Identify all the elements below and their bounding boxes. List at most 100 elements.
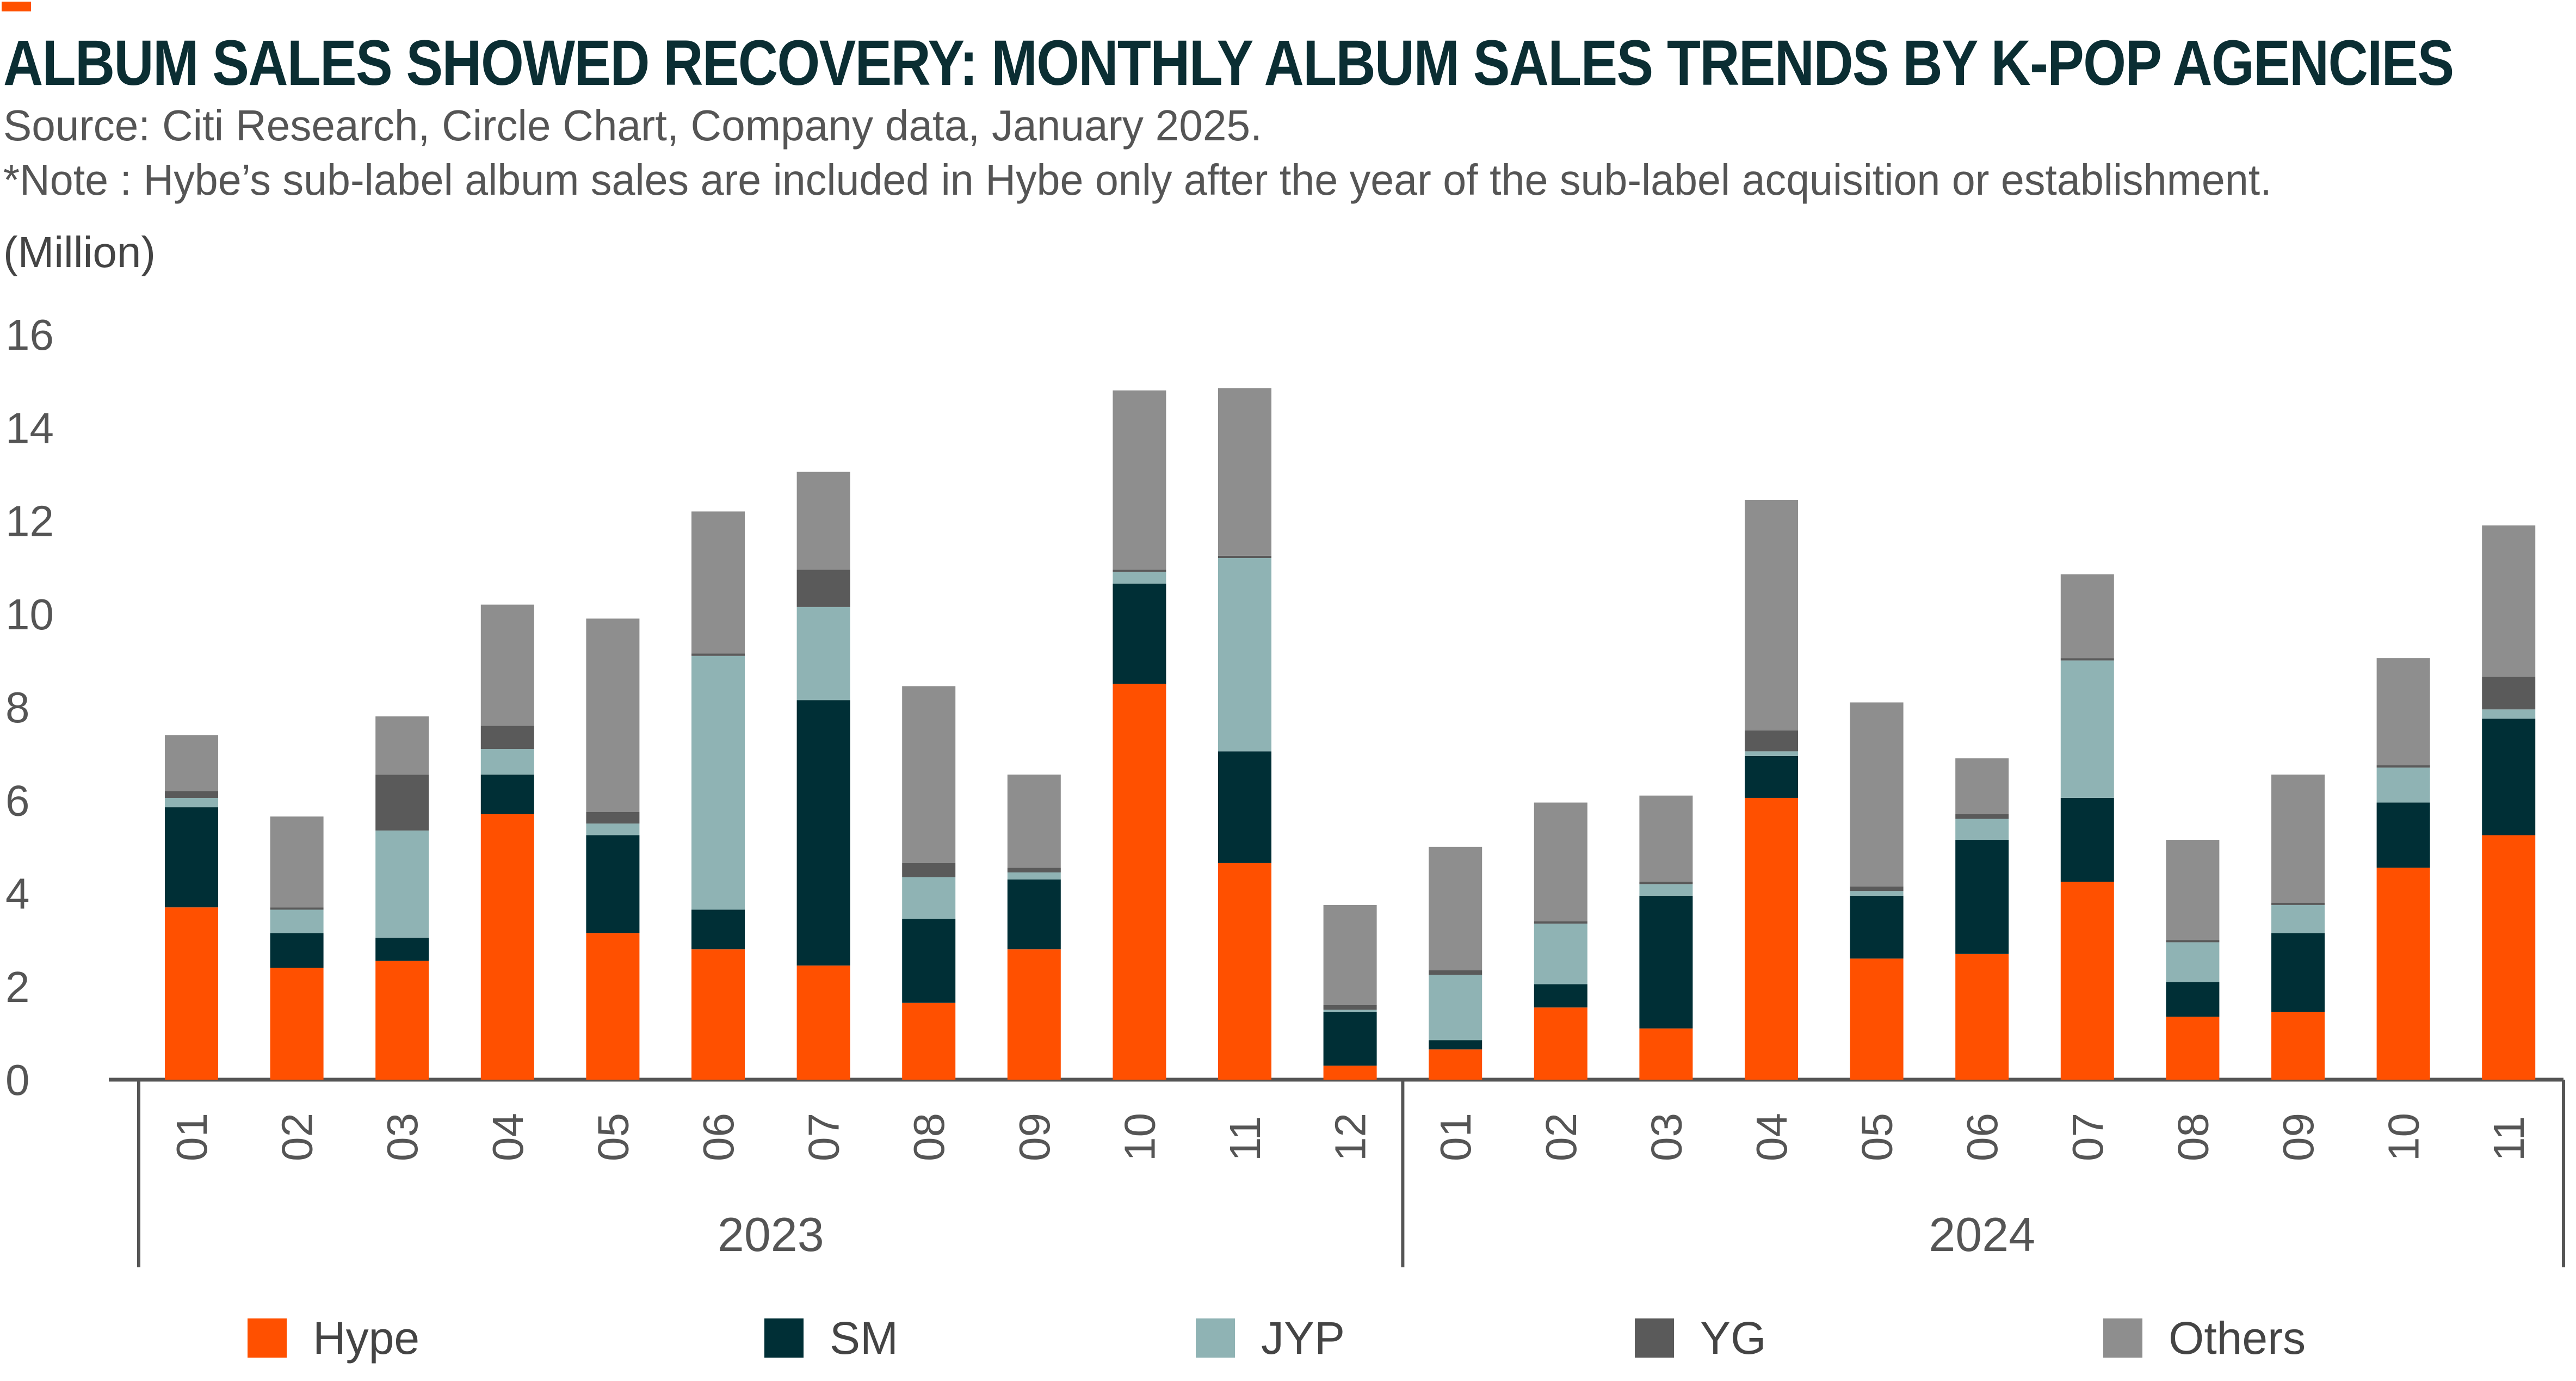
bar-segment-sm bbox=[270, 933, 324, 968]
legend-label: YG bbox=[1700, 1312, 1766, 1364]
bar-segment-others bbox=[375, 716, 429, 775]
x-tick-label: 11 bbox=[1221, 1116, 1269, 1161]
bar-segment-jyp bbox=[1850, 891, 1904, 896]
y-tick-label: 4 bbox=[5, 870, 30, 918]
bar-segment-hype bbox=[796, 965, 850, 1080]
bar-segment-yg bbox=[2166, 940, 2220, 943]
bar-segment-jyp bbox=[1429, 975, 1482, 1041]
x-tick-label: 10 bbox=[2380, 1113, 2428, 1161]
legend: Hype SM JYP YG Others bbox=[0, 1311, 2576, 1376]
bar-segment-jyp bbox=[480, 749, 534, 775]
bar-segment-hype bbox=[902, 1002, 956, 1080]
bar-segment-sm bbox=[1745, 755, 1798, 798]
x-tick-label: 08 bbox=[905, 1113, 953, 1161]
bar-segment-jyp bbox=[1323, 1010, 1377, 1012]
y-tick-label: 2 bbox=[5, 963, 30, 1011]
bar-segment-jyp bbox=[2482, 709, 2536, 719]
bar-segment-jyp bbox=[270, 909, 324, 933]
bar-segment-others bbox=[2271, 775, 2325, 903]
bar-segment-hype bbox=[1007, 949, 1061, 1080]
x-tick-label: 10 bbox=[1115, 1113, 1164, 1161]
y-tick-label: 8 bbox=[5, 683, 30, 732]
bar-segment-jyp bbox=[2060, 660, 2114, 798]
bar-segment-hype bbox=[1639, 1028, 1693, 1080]
bar-segment-jyp bbox=[1218, 558, 1271, 752]
accent-mark bbox=[2, 2, 31, 11]
legend-item-others: Others bbox=[2103, 1311, 2306, 1365]
note-line: *Note : Hybe’s sub-label album sales are… bbox=[3, 156, 2272, 204]
bar-segment-jyp bbox=[1639, 884, 1693, 896]
bar-segment-yg bbox=[1323, 1005, 1377, 1010]
bar-segment-others bbox=[270, 816, 324, 908]
x-tick-label: 01 bbox=[1431, 1113, 1480, 1161]
legend-swatch bbox=[1635, 1318, 1674, 1358]
bar-segment-hype bbox=[1955, 953, 2009, 1080]
x-tick-label: 09 bbox=[1010, 1113, 1059, 1161]
y-tick-label: 16 bbox=[5, 311, 54, 359]
legend-swatch bbox=[2103, 1318, 2142, 1358]
y-tick-label: 0 bbox=[5, 1056, 30, 1104]
bar-segment-yg bbox=[1955, 814, 2009, 819]
legend-swatch bbox=[248, 1318, 287, 1358]
bar-segment-jyp bbox=[1534, 924, 1587, 984]
bar-segment-hype bbox=[1323, 1066, 1377, 1080]
bar-segment-others bbox=[2482, 525, 2536, 677]
bar-segment-sm bbox=[165, 807, 218, 908]
x-tick-label: 02 bbox=[1537, 1113, 1585, 1161]
x-tick-label: 11 bbox=[2485, 1116, 2533, 1161]
legend-item-hype: Hype bbox=[248, 1311, 419, 1365]
bar-segment-yg bbox=[2376, 765, 2430, 768]
bar-segment-yg bbox=[1850, 886, 1904, 891]
x-tick-label: 05 bbox=[1853, 1113, 1901, 1161]
bar-segment-sm bbox=[2166, 982, 2220, 1017]
legend-item-jyp: JYP bbox=[1196, 1311, 1345, 1365]
bar-segment-yg bbox=[796, 569, 850, 607]
bar-segment-jyp bbox=[586, 823, 640, 835]
bar-segment-hype bbox=[2376, 868, 2430, 1080]
y-tick-label: 10 bbox=[5, 590, 54, 639]
bar-segment-others bbox=[165, 735, 218, 791]
bar-segment-hype bbox=[1218, 863, 1271, 1080]
bar-segment-hype bbox=[270, 968, 324, 1080]
legend-label: Others bbox=[2169, 1312, 2306, 1364]
bar-segment-others bbox=[2376, 658, 2430, 766]
y-tick-label: 6 bbox=[5, 776, 30, 825]
bar-segment-hype bbox=[2060, 882, 2114, 1080]
bar-segment-jyp bbox=[691, 655, 745, 910]
bar-segment-others bbox=[586, 618, 640, 812]
bar-segment-yg bbox=[586, 812, 640, 824]
bar-segment-yg bbox=[1639, 882, 1693, 884]
bar-segment-others bbox=[1955, 758, 2009, 814]
bar-segment-others bbox=[1323, 905, 1377, 1005]
bar-segment-yg bbox=[1534, 921, 1587, 924]
bar-segment-sm bbox=[796, 700, 850, 966]
bar-segment-yg bbox=[480, 726, 534, 750]
bar-segment-yg bbox=[2060, 658, 2114, 661]
unit-label: (Million) bbox=[3, 228, 156, 276]
bar-segment-sm bbox=[691, 909, 745, 950]
y-tick-label: 14 bbox=[5, 404, 54, 452]
x-tick-label: 03 bbox=[378, 1113, 427, 1161]
x-tick-label: 07 bbox=[2064, 1113, 2112, 1161]
bar-segment-others bbox=[1113, 390, 1166, 570]
x-tick-label: 07 bbox=[800, 1113, 848, 1161]
bar-segment-yg bbox=[375, 775, 429, 831]
bar-segment-yg bbox=[2271, 902, 2325, 905]
bar-segment-others bbox=[902, 686, 956, 863]
bar-segment-others bbox=[480, 604, 534, 726]
legend-swatch bbox=[764, 1318, 804, 1358]
bar-segment-others bbox=[1745, 499, 1798, 730]
bar-segment-sm bbox=[375, 937, 429, 961]
year-label: 2023 bbox=[718, 1207, 824, 1261]
bar-segment-yg bbox=[165, 791, 218, 798]
x-tick-label: 01 bbox=[168, 1113, 216, 1161]
bar-segment-others bbox=[1007, 775, 1061, 868]
x-tick-label: 04 bbox=[1747, 1113, 1796, 1161]
chart-title: ALBUM SALES SHOWED RECOVERY: MONTHLY ALB… bbox=[3, 27, 2454, 99]
x-tick-label: 03 bbox=[1642, 1113, 1690, 1161]
bar-segment-jyp bbox=[2271, 905, 2325, 933]
bar-segment-hype bbox=[165, 907, 218, 1080]
bar-segment-yg bbox=[270, 907, 324, 910]
bar-segment-jyp bbox=[375, 830, 429, 938]
